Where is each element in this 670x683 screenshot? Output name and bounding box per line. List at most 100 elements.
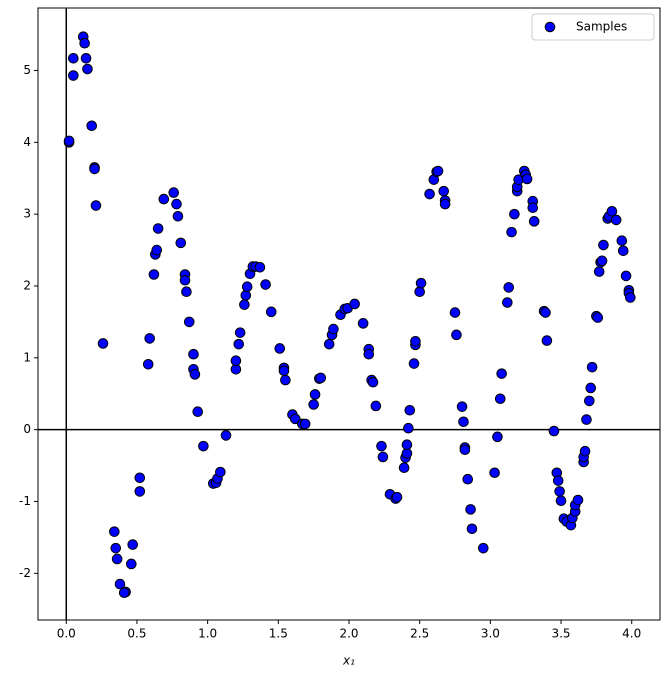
scatter-point: [403, 422, 414, 434]
scatter-point: [415, 277, 427, 289]
scatter-point: [189, 369, 201, 380]
scatter-point: [404, 404, 416, 416]
x-tick-label: 2.5: [410, 627, 429, 641]
scatter-point: [175, 237, 187, 249]
scatter-point: [477, 542, 489, 554]
scatter-point: [134, 486, 146, 497]
scatter-point: [593, 266, 605, 277]
scatter-point: [494, 393, 506, 405]
scatter-point: [552, 475, 564, 486]
y-tick-label: 1: [23, 350, 31, 364]
scatter-point: [90, 200, 102, 211]
scatter-point: [625, 292, 636, 303]
scatter-point: [114, 578, 126, 590]
scatter-point: [521, 173, 533, 185]
scatter-point: [109, 526, 120, 537]
x-tick-label: 1.0: [198, 627, 217, 641]
scatter-point: [280, 374, 291, 386]
scatter-point: [215, 466, 226, 478]
scatter-point: [492, 431, 503, 443]
scatter-point: [172, 211, 184, 222]
scatter-point: [198, 440, 209, 452]
scatter-point: [86, 120, 98, 132]
y-tick-label: -1: [19, 494, 31, 508]
x-tick-label: 3.5: [551, 627, 570, 641]
scatter-point: [134, 472, 146, 484]
scatter-point: [540, 307, 551, 318]
scatter-point: [240, 290, 252, 301]
scatter-point: [548, 425, 560, 437]
scatter-point: [439, 198, 451, 210]
scatter-point: [315, 372, 327, 384]
scatter-point: [230, 355, 242, 366]
scatter-point: [80, 52, 92, 64]
legend-label: Samples: [576, 20, 627, 34]
scatter-point: [456, 401, 468, 412]
scatter-point: [451, 329, 462, 341]
scatter-point: [220, 430, 232, 441]
scatter-point: [97, 338, 109, 349]
scatter-point: [572, 494, 584, 506]
scatter-point: [376, 440, 387, 452]
scatter-point: [462, 473, 474, 485]
plot-frame: [37, 7, 661, 621]
scatter-point: [181, 286, 192, 298]
scatter-point: [79, 37, 90, 49]
scatter-point: [171, 198, 182, 210]
x-tick-label: 1.5: [269, 627, 288, 641]
y-tick-label: 0: [23, 422, 31, 436]
scatter-point: [349, 298, 360, 310]
scatter-point: [598, 239, 609, 251]
scatter-point: [148, 269, 160, 280]
scatter-point: [610, 214, 622, 226]
scatter-point: [299, 418, 311, 430]
scatter-point: [188, 348, 199, 360]
x-tick-label: 3.0: [481, 627, 500, 641]
x-axis-label: x₁: [342, 654, 355, 668]
scatter-point: [260, 279, 271, 290]
scatter-point: [118, 587, 130, 599]
scatter-point: [616, 235, 628, 247]
scatter-point: [424, 188, 435, 200]
x-tick-label: 0.0: [57, 627, 76, 641]
scatter-point: [606, 205, 618, 217]
scatter-point: [414, 286, 425, 298]
scatter-point: [465, 504, 476, 515]
x-tick-label: 0.5: [127, 627, 146, 641]
scatter-point: [554, 486, 565, 497]
scatter-point: [127, 539, 139, 550]
scatter-point: [528, 216, 540, 227]
scatter-point: [323, 338, 335, 350]
scatter-point: [584, 395, 595, 407]
y-tick-label: 4: [23, 135, 31, 149]
scatter-point: [363, 348, 375, 360]
scatter-point: [289, 413, 301, 425]
scatter-point: [506, 226, 517, 238]
scatter-point: [496, 368, 507, 379]
scatter-point: [89, 163, 100, 175]
scatter-point: [410, 335, 421, 347]
scatter-point: [458, 416, 469, 428]
scatter-point: [503, 282, 515, 293]
scatter-point: [596, 255, 608, 267]
scatter-point: [234, 327, 246, 338]
scatter-point: [233, 338, 245, 350]
scatter-point: [620, 270, 632, 282]
scatter-point: [581, 414, 592, 425]
scatter-point: [377, 451, 389, 463]
legend-box: [531, 13, 655, 41]
scatter-point: [68, 70, 79, 81]
scatter-point: [541, 335, 553, 346]
scatter-point: [82, 63, 93, 75]
legend-marker: [544, 21, 556, 33]
y-tick-label: 3: [23, 207, 31, 221]
scatter-point: [192, 406, 204, 417]
scatter-point: [438, 185, 450, 197]
scatter-point: [274, 343, 286, 354]
scatter-point: [63, 135, 75, 147]
scatter-point: [328, 323, 339, 335]
scatter-point: [183, 316, 195, 328]
scatter-point: [357, 318, 369, 329]
scatter-point: [617, 245, 629, 257]
